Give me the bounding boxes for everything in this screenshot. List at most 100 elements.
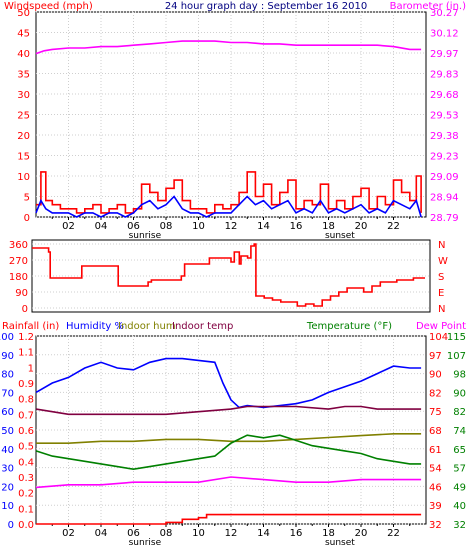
humidity-line (35, 357, 422, 409)
chart-title: 24 hour graph day : September 16 2010 (165, 1, 367, 12)
temperature-xtick-label-02: 02 (62, 528, 75, 539)
rain-ytick-label-2: 1 (28, 363, 34, 374)
barometer-ytick-label-9: 28.94 (430, 193, 459, 204)
humidity-ytick-label-30: 30 (1, 464, 14, 475)
right-axis-label-0: Temperature (°F) (306, 321, 392, 332)
wind-xtick-label-02: 02 (62, 221, 75, 232)
temperature-sunset-label: sunset (325, 538, 355, 548)
wind-sunset-label: sunset (325, 231, 355, 241)
compass-tick-label-1: W (438, 256, 448, 267)
wind-ytick-label-40: 40 (17, 49, 30, 60)
barometer-ytick-label-5: 29.53 (430, 111, 459, 122)
temperature-ytick-label-4: 75 (429, 407, 442, 418)
right-axis-label-1: Dew Point (416, 321, 466, 332)
rain-ytick-label-12: 0.0 (18, 520, 34, 531)
wind-ytick-label-20: 20 (17, 131, 30, 142)
wind-xtick-label-22: 22 (387, 221, 400, 232)
rain-ytick-label-3: 0.9 (18, 379, 34, 390)
temperature-line (35, 434, 422, 471)
wind-ytick-label-25: 25 (17, 111, 30, 122)
barometer-ytick-label-7: 29.23 (430, 152, 459, 163)
direction-ytick-label-360: 360 (9, 240, 28, 251)
temperature-ytick-label-6: 61 (429, 445, 442, 456)
wind-ytick-label-30: 30 (17, 90, 30, 101)
wind-axis-label: Windspeed (mph) (4, 1, 93, 12)
direction-ytick-label-270: 270 (9, 256, 28, 267)
rain-ytick-label-4: 0.8 (18, 395, 34, 406)
temperature-xtick-label-22: 22 (387, 528, 400, 539)
wind-xtick-label-18: 18 (322, 221, 335, 232)
temperature-outer-ytick-label-8: 49 (453, 482, 466, 493)
wind-ytick-label-45: 45 (17, 29, 30, 40)
rain-ytick-label-0: 1.2 (18, 332, 34, 343)
wind-xtick-label-12: 12 (225, 221, 238, 232)
temperature-outer-ytick-label-3: 90 (453, 388, 466, 399)
humidity-ytick-label-90: 90 (1, 351, 14, 362)
wind-ytick-label-10: 10 (17, 172, 30, 183)
temperature-xtick-label-20: 20 (355, 528, 368, 539)
barometer-ytick-label-6: 29.38 (430, 131, 459, 142)
barometer-ytick-label-3: 29.83 (430, 70, 459, 81)
dew-point-line (35, 476, 422, 489)
wind-sunrise-label: sunrise (129, 231, 162, 241)
rain-line (36, 513, 422, 525)
temperature-ytick-label-2: 90 (429, 370, 442, 381)
direction-ytick-label-0: 0 (22, 304, 28, 315)
compass-tick-label-0: N (438, 240, 445, 251)
wind-xtick-label-08: 08 (160, 221, 173, 232)
humidity-ytick-label-20: 20 (1, 482, 14, 493)
barometer-axis-label: Barometer (in.) (390, 1, 466, 12)
axis-label-2: Indoor hum (118, 321, 176, 332)
barometer-ytick-label-0: 30.27 (430, 8, 459, 19)
rain-ytick-label-9: 0.3 (18, 473, 34, 484)
temperature-outer-ytick-label-9: 40 (453, 501, 466, 512)
wind-ytick-label-35: 35 (17, 70, 30, 81)
humidity-ytick-label-0: 0 (8, 520, 14, 531)
barometer-ytick-label-2: 29.97 (430, 49, 459, 60)
temperature-ytick-label-0: 104 (429, 332, 448, 343)
temperature-outer-ytick-label-5: 74 (453, 426, 466, 437)
rain-ytick-label-6: 0.6 (18, 426, 34, 437)
axis-label-3: Indoor temp (172, 321, 233, 332)
humidity-ytick-label-40: 40 (1, 445, 14, 456)
wind-xtick-label-16: 16 (290, 221, 303, 232)
temperature-ytick-label-3: 82 (429, 388, 442, 399)
humidity-ytick-label-60: 60 (1, 407, 14, 418)
direction-ytick-label-180: 180 (9, 272, 28, 283)
temperature-outer-ytick-label-0: 115 (447, 332, 466, 343)
wind-ytick-label-15: 15 (17, 152, 30, 163)
barometer-ytick-label-8: 29.09 (430, 172, 459, 183)
temperature-outer-ytick-label-6: 65 (453, 445, 466, 456)
wind-xtick-label-10: 10 (192, 221, 205, 232)
rain-ytick-label-7: 0.5 (18, 442, 34, 453)
wind-ytick-label-50: 50 (17, 8, 30, 19)
humidity-ytick-label-50: 50 (1, 426, 14, 437)
temperature-xtick-label-16: 16 (290, 528, 303, 539)
compass-tick-label-4: N (438, 304, 445, 315)
indoor-temp-line (35, 405, 422, 416)
axis-label-1: Humidity % (66, 321, 124, 332)
rain-ytick-label-10: 0.2 (18, 489, 34, 500)
wind-xtick-label-14: 14 (257, 221, 270, 232)
temperature-ytick-label-10: 32 (429, 520, 442, 531)
temperature-ytick-label-5: 68 (429, 426, 442, 437)
temperature-xtick-label-04: 04 (95, 528, 108, 539)
rain-ytick-label-8: 0.4 (18, 457, 34, 468)
temperature-ytick-label-7: 54 (429, 464, 442, 475)
compass-tick-label-2: S (438, 272, 444, 283)
temperature-outer-ytick-label-7: 57 (453, 464, 466, 475)
wind-ytick-label-0: 0 (24, 213, 30, 224)
barometer-line (35, 40, 422, 55)
rain-ytick-label-5: 0.7 (18, 410, 34, 421)
wind-average-line (35, 195, 422, 218)
humidity-ytick-label-70: 70 (1, 388, 14, 399)
temperature-ytick-label-9: 39 (429, 501, 442, 512)
wind-xtick-label-04: 04 (95, 221, 108, 232)
humidity-ytick-label-10: 10 (1, 501, 14, 512)
temperature-xtick-label-10: 10 (192, 528, 205, 539)
direction-ytick-label-90: 90 (15, 288, 28, 299)
barometer-ytick-label-10: 28.79 (430, 213, 459, 224)
temperature-xtick-label-18: 18 (322, 528, 335, 539)
